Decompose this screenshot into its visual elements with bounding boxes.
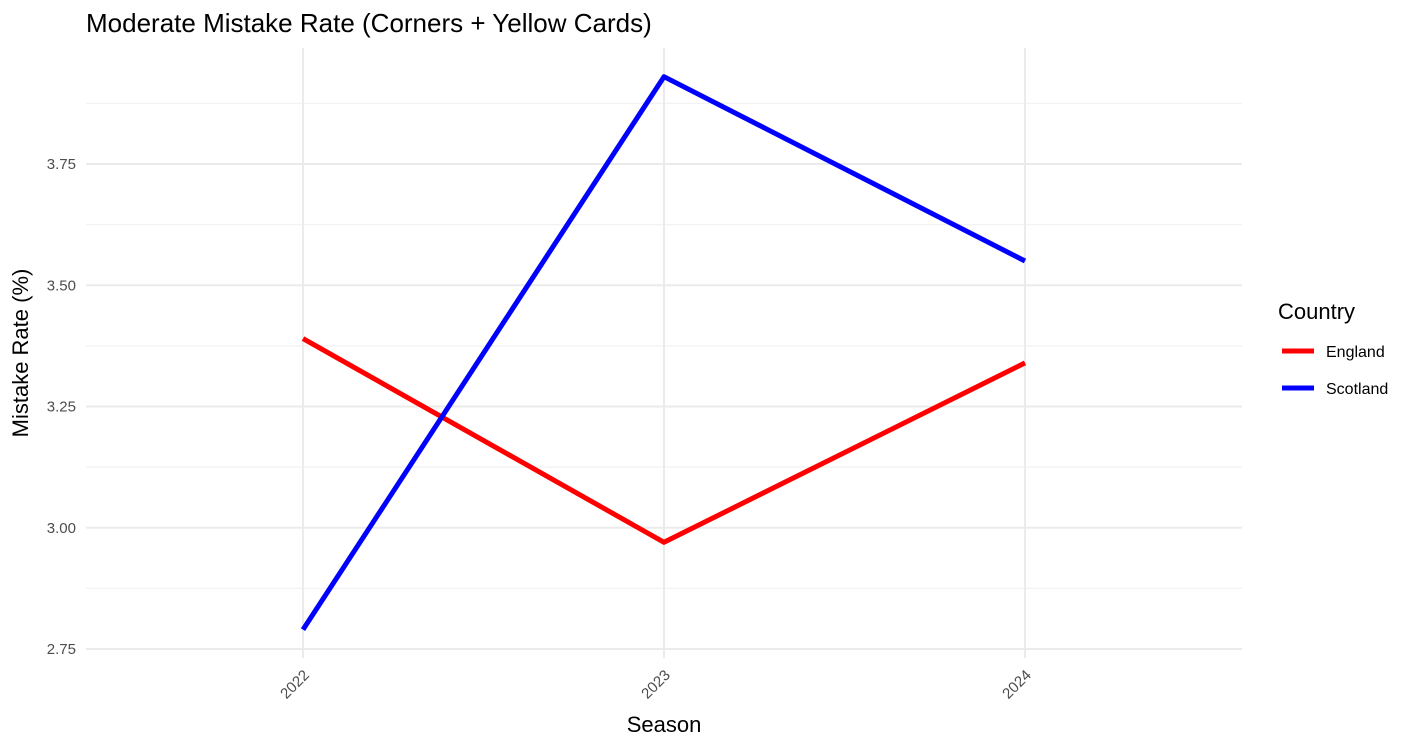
y-tick-label: 3.00	[47, 520, 76, 537]
series-line-england	[301, 336, 1027, 545]
y-tick-label: 2.75	[47, 641, 76, 658]
y-tick-label: 3.25	[47, 399, 76, 416]
y-axis-title: Mistake Rate (%)	[8, 269, 33, 438]
y-tick-label: 3.50	[47, 277, 76, 294]
chart-title: Moderate Mistake Rate (Corners + Yellow …	[86, 8, 652, 38]
legend-label-scotland: Scotland	[1326, 381, 1388, 398]
x-axis-title: Season	[627, 712, 702, 737]
y-axis-tick-labels: 2.75 3.00 3.25 3.50 3.75	[47, 156, 76, 658]
major-gridlines	[86, 48, 1242, 658]
y-tick-label: 3.75	[47, 156, 76, 173]
legend: Country England Scotland	[1278, 299, 1388, 398]
series-lines	[300, 74, 1027, 631]
legend-title: Country	[1278, 299, 1355, 324]
legend-label-england: England	[1326, 344, 1385, 361]
series-line-scotland	[300, 74, 1027, 631]
